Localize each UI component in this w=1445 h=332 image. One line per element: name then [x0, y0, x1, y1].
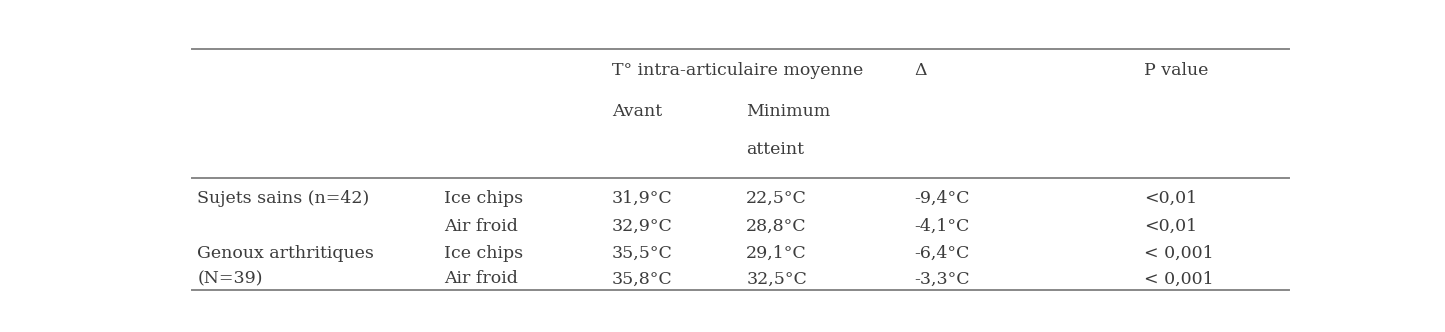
Text: 35,5°C: 35,5°C [611, 245, 673, 262]
Text: <0,01: <0,01 [1144, 190, 1196, 207]
Text: -3,3°C: -3,3°C [915, 270, 970, 288]
Text: 22,5°C: 22,5°C [746, 190, 808, 207]
Text: < 0,001: < 0,001 [1144, 245, 1214, 262]
Text: -4,1°C: -4,1°C [915, 218, 970, 235]
Text: 29,1°C: 29,1°C [746, 245, 806, 262]
Text: (N=39): (N=39) [198, 270, 263, 288]
Text: -9,4°C: -9,4°C [915, 190, 970, 207]
Text: Air froid: Air froid [444, 218, 517, 235]
Text: Air froid: Air froid [444, 270, 517, 288]
Text: T° intra-articulaire moyenne: T° intra-articulaire moyenne [611, 62, 863, 79]
Text: Ice chips: Ice chips [444, 190, 523, 207]
Text: 32,5°C: 32,5°C [746, 270, 808, 288]
Text: atteint: atteint [746, 141, 805, 158]
Text: < 0,001: < 0,001 [1144, 270, 1214, 288]
Text: -6,4°C: -6,4°C [915, 245, 970, 262]
Text: <0,01: <0,01 [1144, 218, 1196, 235]
Text: Minimum: Minimum [746, 103, 831, 120]
Text: 32,9°C: 32,9°C [611, 218, 673, 235]
Text: 35,8°C: 35,8°C [611, 270, 672, 288]
Text: Avant: Avant [611, 103, 662, 120]
Text: 31,9°C: 31,9°C [611, 190, 672, 207]
Text: Sujets sains (n=42): Sujets sains (n=42) [198, 190, 370, 207]
Text: P value: P value [1144, 62, 1208, 79]
Text: 28,8°C: 28,8°C [746, 218, 806, 235]
Text: Genoux arthritiques: Genoux arthritiques [198, 245, 374, 262]
Text: Ice chips: Ice chips [444, 245, 523, 262]
Text: Δ: Δ [915, 62, 926, 79]
